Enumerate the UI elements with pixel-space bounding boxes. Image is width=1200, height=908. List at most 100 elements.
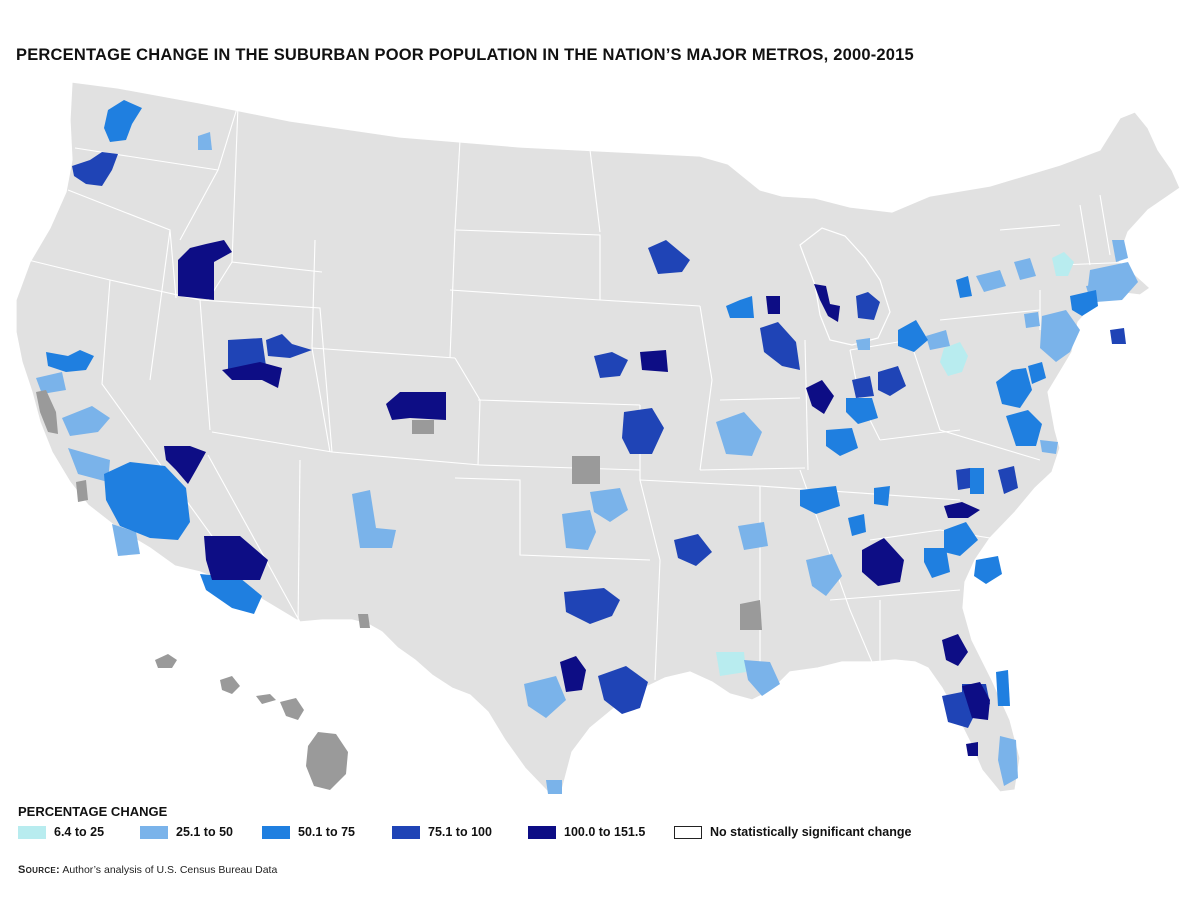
legend-item-75-1-to-100: 75.1 to 100 xyxy=(392,825,492,839)
metro-albuquerque xyxy=(352,490,396,548)
legend-title: PERCENTAGE CHANGE xyxy=(18,804,168,819)
metro-dallas xyxy=(564,588,620,624)
metro-little-rock xyxy=(674,534,712,566)
map-title: PERCENTAGE CHANGE IN THE SUBURBAN POOR P… xyxy=(16,46,914,64)
legend-label: 75.1 to 100 xyxy=(428,825,492,839)
metro-bakersfield xyxy=(68,448,110,482)
metro-raleigh xyxy=(998,466,1018,494)
metro-portland xyxy=(72,152,118,186)
metro-stockton xyxy=(36,372,66,394)
metro-knoxville xyxy=(874,486,890,506)
metro-chicago xyxy=(760,322,800,370)
metro-pittsburgh xyxy=(940,342,968,376)
metro-fresno xyxy=(62,406,110,436)
metro-phoenix xyxy=(204,536,268,580)
metro-wichita xyxy=(572,456,600,484)
legend-swatch xyxy=(18,825,46,839)
metro-san-francisco xyxy=(36,390,58,434)
metro-toledo xyxy=(856,338,870,350)
metro-cincinnati xyxy=(826,428,858,456)
metro-charlotte xyxy=(944,522,978,556)
hawaii-island-4 xyxy=(280,698,304,720)
metro-mcallen xyxy=(546,780,562,794)
metro-birmingham xyxy=(806,554,842,596)
hawaii-island-2 xyxy=(220,676,240,694)
metro-lansing xyxy=(814,284,840,322)
metro-chattanooga xyxy=(848,514,866,536)
metro-lakeland xyxy=(962,682,990,720)
metro-winston-salem xyxy=(956,468,970,490)
metro-albany xyxy=(1052,252,1074,276)
legend-item-100-0-to-151-5: 100.0 to 151.5 xyxy=(528,825,645,839)
metro-wilmington xyxy=(1028,362,1046,384)
hawaii-island-5 xyxy=(306,732,348,790)
metro-indianapolis-2 xyxy=(806,380,834,414)
metro-rochester xyxy=(976,270,1006,292)
metro-new-york xyxy=(1070,290,1098,316)
metro-jacksonville xyxy=(996,670,1010,706)
metro-columbus-oh xyxy=(878,366,906,396)
metro-tucson xyxy=(200,574,262,614)
legend-label: 50.1 to 75 xyxy=(298,825,355,839)
metro-minneapolis xyxy=(648,240,690,274)
metro-richmond xyxy=(1006,410,1042,446)
state-borders xyxy=(19,104,1136,690)
metro-fort-myers xyxy=(966,742,978,756)
hawaii-island-3 xyxy=(256,694,276,704)
metro-salt-lake-city xyxy=(228,338,266,370)
legend-swatch xyxy=(140,825,168,839)
legend-label: 25.1 to 50 xyxy=(176,825,233,839)
legend-item-50-1-to-75: 50.1 to 75 xyxy=(262,825,355,839)
metro-los-angeles-riverside xyxy=(104,462,190,540)
metro-baltimore-washington xyxy=(996,368,1032,408)
metro-nashville xyxy=(800,486,840,514)
legend-swatch xyxy=(528,825,556,839)
metro-ogden xyxy=(266,334,312,358)
legend-label: 6.4 to 25 xyxy=(54,825,105,839)
metro-des-moines xyxy=(640,350,668,372)
source-note: Source: Author’s analysis of U.S. Census… xyxy=(18,864,277,876)
metro-milwaukee xyxy=(766,296,780,314)
metro-colorado-springs xyxy=(412,420,434,434)
legend-swatch xyxy=(262,825,290,839)
metro-columbus xyxy=(898,320,928,352)
legend-swatch xyxy=(392,825,420,839)
metro-atlanta xyxy=(862,538,904,586)
metro-jackson xyxy=(740,600,762,630)
metro-buffalo xyxy=(956,276,972,298)
metro-jacksonville-2 xyxy=(942,634,968,666)
legend-item-6-4-to-25: 6.4 to 25 xyxy=(18,825,104,839)
metro-springfield xyxy=(1112,240,1128,262)
metro-spokane xyxy=(198,132,212,150)
metro-san-diego xyxy=(112,524,140,556)
metro-greensboro xyxy=(970,468,984,494)
metro-san-antonio xyxy=(524,676,566,718)
metro-philadelphia xyxy=(1040,310,1080,362)
legend-label: No statistically significant change xyxy=(710,825,912,839)
metro-santa-barbara xyxy=(76,480,88,502)
metro-austin xyxy=(560,656,586,692)
metro-dayton xyxy=(846,398,878,424)
metro-st-louis xyxy=(716,412,762,456)
metro-syracuse xyxy=(1014,258,1036,280)
metro-provo xyxy=(222,362,282,388)
metro-harrisburg xyxy=(1024,312,1040,328)
metro-grand-rapids xyxy=(856,292,880,320)
metro-asheville xyxy=(944,502,980,518)
metro-houston xyxy=(598,666,648,714)
metro-kansas-city xyxy=(622,408,664,454)
metro-virginia-beach xyxy=(1040,440,1058,454)
metro-indianapolis xyxy=(852,376,874,398)
metro-baton-rouge xyxy=(716,652,746,676)
metro-las-vegas xyxy=(164,446,206,484)
metro-seattle xyxy=(104,100,142,142)
metro-tulsa xyxy=(590,488,628,522)
metro-boise xyxy=(178,240,232,300)
metro-madison xyxy=(726,296,754,318)
hawaii-island-1 xyxy=(155,654,177,668)
source-text: Author’s analysis of U.S. Census Bureau … xyxy=(60,864,278,876)
metro-greenville xyxy=(924,548,950,578)
metro-omaha xyxy=(594,352,628,378)
source-label: Source: xyxy=(18,864,60,876)
